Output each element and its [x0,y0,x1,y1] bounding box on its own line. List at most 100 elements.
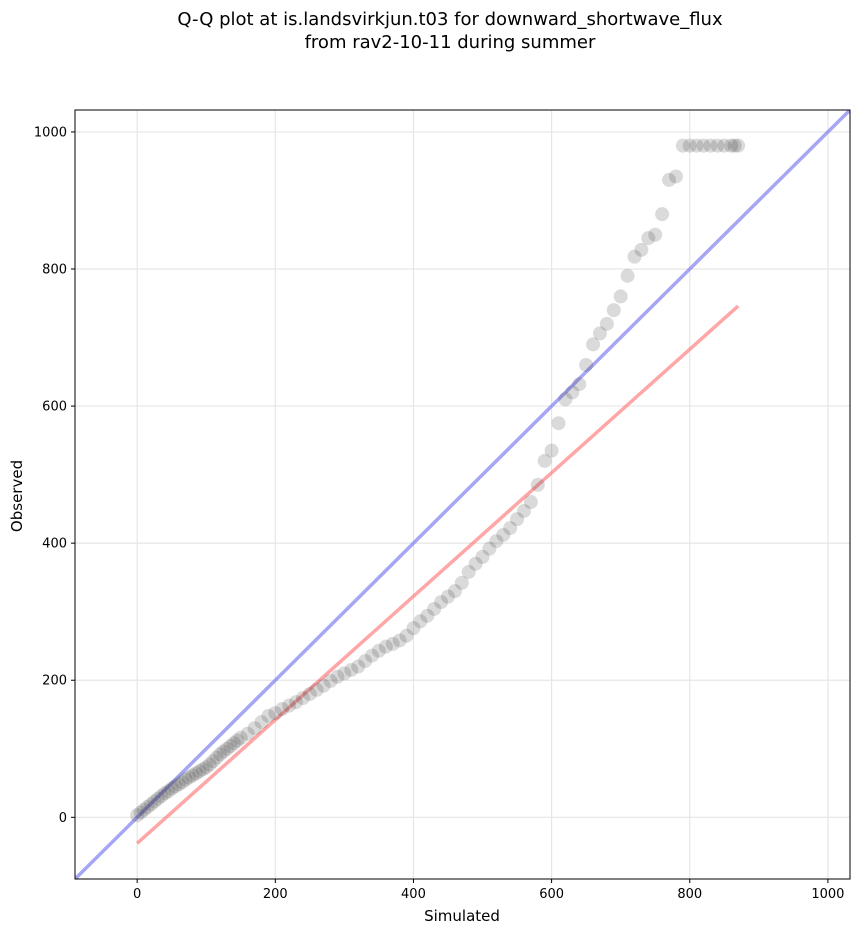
qq-point [143,797,158,812]
x-tick-label: 800 [677,887,702,902]
qq-point [634,242,649,257]
y-tick-label: 800 [42,263,67,278]
qq-point [206,754,221,769]
qq-point [420,608,435,623]
qq-point [133,805,148,820]
qq-point [489,534,504,549]
qq-point [226,736,241,751]
qq-point [468,556,483,571]
qq-point [188,766,203,781]
qq-point [482,541,497,556]
qq-point [710,138,725,153]
qq-point [295,691,310,706]
qq-point [289,695,304,710]
qq-point [620,268,635,283]
qq-point [599,316,614,331]
qq-point [192,764,207,779]
qq-point [655,207,670,222]
qq-point [150,791,165,806]
qq-point [385,636,400,651]
y-tick-label: 200 [42,674,67,689]
qq-point [254,715,269,730]
qq-point [641,231,656,246]
qq-point [703,138,718,153]
qq-point [209,750,224,765]
qq-point [724,138,739,153]
x-tick-label: 200 [263,887,288,902]
qq-point [413,614,428,629]
qq-point [447,584,462,599]
y-tick-label: 600 [42,400,67,415]
data-points [130,138,746,823]
qq-point [154,789,169,804]
qq-point [164,781,179,796]
qq-point [130,808,145,823]
qq-point [503,521,518,536]
qq-point [230,733,245,748]
qq-point [181,770,196,785]
x-tick-label: 600 [539,887,564,902]
qq-point [178,772,193,787]
qq-point [233,730,248,745]
qq-point [427,601,442,616]
qq-point [365,648,380,663]
qq-point [358,654,373,669]
qq-point [371,643,386,658]
qq-point [175,775,190,790]
y-tick-label: 400 [42,537,67,552]
reference-lines [75,110,850,879]
qq-point [551,416,566,431]
qq-point [523,495,538,510]
qq-point [168,779,183,794]
qq-point [689,138,704,153]
qq-point [682,138,697,153]
qq-point [627,249,642,264]
qq-point [302,686,317,701]
qq-point [454,575,469,590]
qq-point [309,682,324,697]
qq-point [282,698,297,713]
qq-point [213,747,228,762]
qq-point [399,628,414,643]
ticks: 0 200 400 600 800 1000 0 200 400 600 800 1000 [34,125,845,902]
qq-point [261,708,276,723]
qq-point [185,768,200,783]
qq-point [662,172,677,187]
qq-point [613,289,628,304]
qq-point [727,138,742,153]
qq-point [440,589,455,604]
qq-point [530,477,545,492]
x-tick-label: 1000 [811,887,844,902]
qq-point [648,227,663,242]
x-tick-label: 0 [133,887,141,902]
qq-point [137,802,152,817]
chart-title-block: Q-Q plot at is.landsvirkjun.t03 for down… [0,8,860,54]
qq-point [344,662,359,677]
plot-frame [74,109,851,880]
fit-line [135,304,740,845]
qq-point [202,757,217,772]
qq-point [696,138,711,153]
qq-point [195,762,210,777]
qq-point [668,169,683,184]
qq-point [330,669,345,684]
qq-point [537,453,552,468]
qq-point [717,138,732,153]
qq-point [337,666,352,681]
qq-point [565,385,580,400]
qq-point [516,503,531,518]
qq-point [606,303,621,318]
qq-point [675,138,690,153]
qq-point [247,721,262,736]
qq-point [586,337,601,352]
qq-point [171,777,186,792]
y-axis-label: Observed [8,460,26,532]
qq-point [392,633,407,648]
qq-point [323,673,338,688]
qq-point [268,706,283,721]
qq-point [475,549,490,564]
qq-point [510,512,525,527]
qq-point [731,138,746,153]
grid [75,110,850,879]
